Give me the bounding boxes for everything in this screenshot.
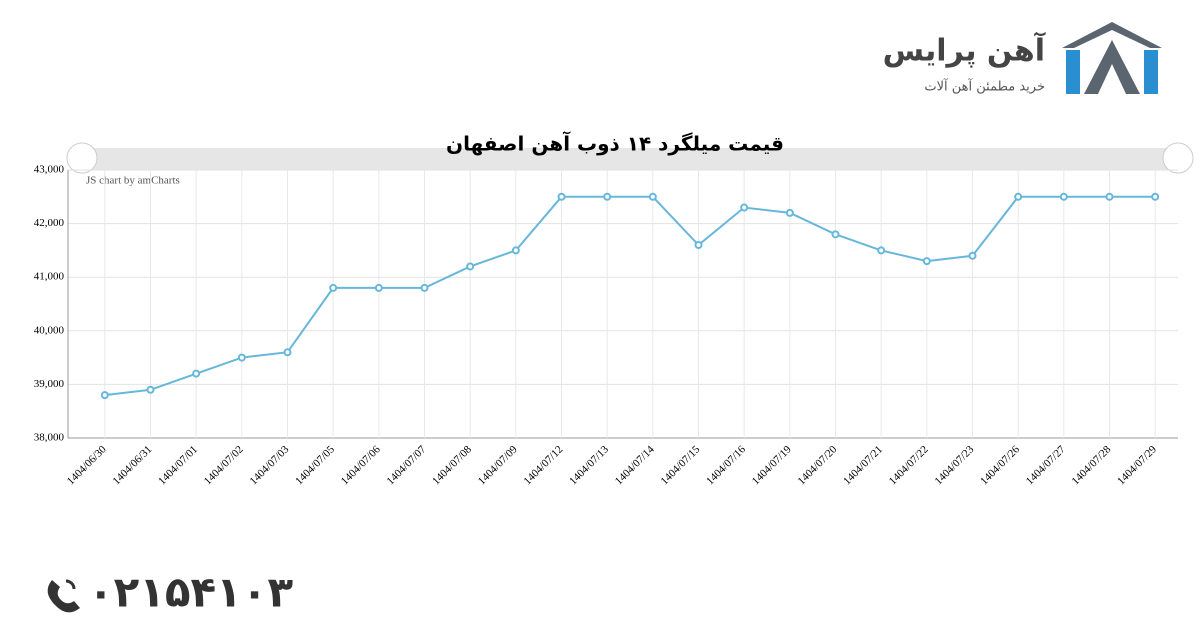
point [420, 283, 429, 292]
x-tick-label: 1404/07/12 [521, 443, 565, 487]
point [603, 192, 612, 201]
y-tick-label: 41,000 [34, 271, 65, 283]
point [785, 208, 794, 217]
x-tick-label: 1404/07/02 [202, 443, 246, 487]
x-tick-label: 1404/07/19 [750, 443, 794, 487]
x-tick-label: 1404/07/29 [1115, 443, 1159, 487]
point [557, 192, 566, 201]
point [922, 257, 931, 266]
point [374, 283, 383, 292]
point [1014, 192, 1023, 201]
point [648, 192, 657, 201]
brand: آهن پرایس [883, 32, 1046, 69]
x-tick-label: 1404/07/22 [887, 443, 931, 487]
point [100, 391, 109, 400]
point [694, 241, 703, 250]
x-tick-label: 1404/07/26 [978, 443, 1022, 487]
point [237, 353, 246, 362]
x-tick-label: 1404/07/06 [339, 443, 383, 487]
y-tick-label: 42,000 [34, 217, 65, 229]
x-tick-label: 1404/07/09 [476, 443, 520, 487]
point [329, 283, 338, 292]
slogan: خرید مطمئن آهن آلات [924, 78, 1045, 95]
y-tick-label: 40,000 [34, 324, 65, 336]
point [968, 251, 977, 260]
x-tick-label: 1404/07/15 [658, 443, 702, 487]
point [740, 203, 749, 212]
x-tick-label: 1404/06/31 [110, 443, 154, 487]
line [104, 195, 1156, 397]
x-tick-label: 1404/07/16 [704, 443, 748, 487]
point [1151, 192, 1160, 201]
chart-title: قیمت میلگرد ۱۴ ذوب آهن اصفهان [446, 131, 784, 156]
x-tick-label: 1404/07/21 [841, 443, 885, 487]
y-tick-label: 38,000 [34, 432, 65, 444]
logo [1062, 22, 1162, 94]
point [511, 246, 520, 255]
x-tick-label: 1404/07/03 [247, 443, 291, 487]
x-tick-label: 1404/07/28 [1069, 443, 1113, 487]
scroll-handle[interactable] [1162, 142, 1194, 174]
scroll-handle[interactable] [66, 142, 98, 174]
point [831, 230, 840, 239]
x-tick-label: 1404/07/23 [932, 443, 976, 487]
phone: ۰۲۱۵۴۱۰۳ [88, 568, 293, 617]
point [192, 369, 201, 378]
x-tick-label: 1404/07/07 [384, 443, 428, 487]
point [466, 262, 475, 271]
y-tick-label: 39,000 [34, 378, 65, 390]
x-tick-label: 1404/07/13 [567, 443, 611, 487]
x-tick-label: 1404/07/01 [156, 443, 200, 487]
point [1105, 192, 1114, 201]
point [1059, 192, 1068, 201]
x-tick-label: 1404/07/05 [293, 443, 337, 487]
scrollbar[interactable] [80, 148, 1178, 170]
point [283, 348, 292, 357]
phone-icon [47, 579, 80, 613]
x-tick-label: 1404/07/14 [613, 443, 657, 487]
x-tick-label: 1404/06/30 [65, 443, 109, 487]
point [146, 385, 155, 394]
point [877, 246, 886, 255]
x-tick-label: 1404/07/27 [1024, 443, 1068, 487]
y-tick-label: 43,000 [34, 164, 65, 176]
x-tick-label: 1404/07/08 [430, 443, 474, 487]
credit: JS chart by amCharts [86, 175, 180, 187]
x-tick-label: 1404/07/20 [795, 443, 839, 487]
